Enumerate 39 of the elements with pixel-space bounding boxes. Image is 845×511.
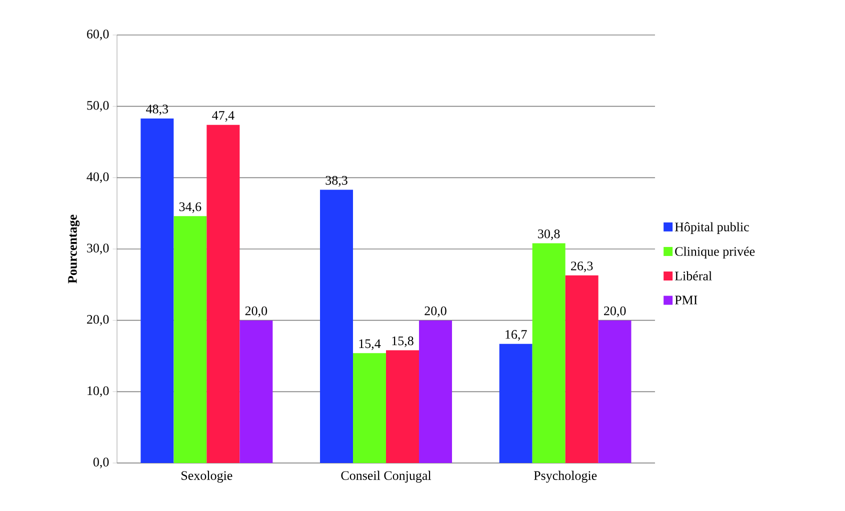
y-tick-label: 60,0 [87,30,109,40]
y-tick-label: 20,0 [87,315,109,326]
data-label: 15,8 [392,336,414,348]
bar [565,275,598,463]
bar [532,243,566,463]
bar [240,320,273,463]
bar [353,353,386,463]
bar [320,190,354,463]
data-label: 34,6 [179,202,202,213]
legend-label: Libéral [674,271,712,280]
data-label: 20,0 [245,306,268,318]
x-tick-label: Psychologie [534,470,597,483]
data-label: 48,3 [146,104,168,116]
y-tick-label: 10,0 [88,386,109,397]
y-tick-label: 40,0 [86,172,109,183]
legend-label: Clinique privée [675,246,755,259]
y-tick-label: 0,0 [93,458,109,468]
x-tick-label: Sexologie [182,470,232,483]
legend-label: PMI [674,296,698,304]
data-label: 15,4 [359,339,381,350]
bar [174,216,207,463]
bar [499,344,532,463]
data-label: 47,4 [212,111,234,122]
x-tick-label: Conseil Conjugal [341,470,432,483]
data-label: 20,0 [604,306,626,318]
data-label: 30,8 [538,229,560,240]
y-tick-label: 30,0 [87,244,109,254]
data-label: 20,0 [424,306,446,318]
y-tick-label: 50,0 [87,101,109,112]
data-label: 16,7 [506,330,527,341]
bar [206,124,240,463]
y-axis-title: Pourcentage [68,214,80,284]
bar [419,320,452,463]
bar [140,118,174,463]
bar [386,350,420,463]
legend-label: Hôpital public [674,222,749,234]
bar [598,320,632,463]
data-label: 38,3 [326,176,348,187]
data-label: 26,3 [571,262,593,272]
